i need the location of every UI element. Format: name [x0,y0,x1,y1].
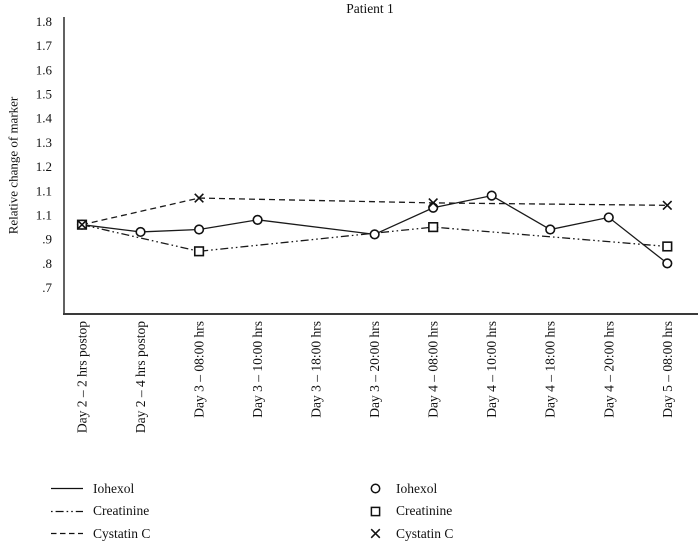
x-tick-label: Day 4 – 18:00 hrs [543,321,558,418]
legend-item-iohexol-marker: Iohexol [368,480,453,497]
y-tick-label: 1.8 [36,14,52,29]
creatinine-marker [428,222,439,233]
x-tick-label: Day 3 – 20:00 hrs [367,321,382,418]
iohexol-marker [486,190,497,201]
iohexol-marker [603,212,614,223]
iohexol-marker [545,224,556,235]
legend-item-iohexol-line: Iohexol [50,480,150,497]
x-tick-label: Day 2 – 2 hrs postop [75,321,90,433]
circle-marker-icon [370,483,381,494]
x-tick-label: Day 2 – 4 hrs postop [133,321,148,433]
x-marker-icon [370,528,381,539]
creatinine-marker [193,246,205,257]
x-tick-label: Day 3 – 18:00 hrs [309,321,324,418]
legend-label-creatinine: Creatinine [93,503,150,518]
y-tick-label: .7 [42,280,52,295]
cystatin-c-marker [194,193,204,203]
legend-line-style-column: Iohexol Creatinine Cystatin C [50,480,150,542]
legend-item-cystatin-marker: Cystatin C [368,525,453,542]
x-tick-label: Day 3 – 08:00 hrs [192,321,207,418]
iohexol-marker [369,229,380,240]
legend-label-iohexol: Iohexol [93,480,135,496]
cystatin-c-line [81,197,668,226]
legend-label-iohexol: Iohexol [396,480,438,496]
x-tick-label: Day 4 – 20:00 hrs [601,321,616,418]
y-tick-label: 1.7 [36,38,53,53]
square-marker-icon [370,506,381,516]
solid-line-icon [51,487,83,490]
legend-label-cystatin-c: Cystatin C [396,525,454,541]
cystatin-c-marker [428,198,439,208]
x-tick-label: Day 4 – 08:00 hrs [426,321,441,418]
y-tick-label: 1.4 [36,111,53,126]
y-tick-label: 1.5 [36,87,52,102]
legend-marker-column: Iohexol Creatinine Cystatin C [368,480,453,542]
iohexol-marker [252,214,263,225]
iohexol-marker [193,224,205,235]
chart-title: Patient 1 [346,1,394,16]
y-tick-label: 1.1 [36,183,52,198]
y-tick-label: 1.2 [36,159,52,174]
y-tick-label: .9 [42,232,52,247]
x-tick-label: Day 5 – 08:00 hrs [660,321,675,418]
dashed-line-icon [51,532,83,535]
legend-label-cystatin-c: Cystatin C [93,525,151,541]
y-tick-label: 1.6 [36,62,53,77]
legend-item-cystatin-line: Cystatin C [50,525,150,542]
legend-item-creatinine-line: Creatinine [50,503,150,520]
iohexol-line [81,194,668,264]
y-tick-label: 1.3 [36,135,52,150]
x-tick-label: Day 3 – 10:00 hrs [250,321,265,418]
dash-dot-dot-line-icon [51,510,83,512]
chart-legend: Iohexol Creatinine Cystatin C Iohexol [0,480,700,542]
iohexol-marker [662,258,673,269]
plot-area: 1.8 1.7 1.6 1.5 1.4 1.3 1.2 1.1 1.1 .9 .8 .7 Day 2 –… [36,14,698,433]
iohexol-marker [135,226,146,238]
cystatin-c-marker [77,219,87,230]
y-tick-label: 1.1 [36,208,52,223]
x-tick-label: Day 4 – 10:00 hrs [484,321,499,418]
legend-item-creatinine-marker: Creatinine [368,503,453,520]
cystatin-c-marker [662,200,673,211]
legend-label-creatinine: Creatinine [396,503,453,518]
creatinine-marker [662,241,673,252]
y-tick-label: .8 [42,256,52,271]
iohexol-marker [428,202,439,213]
